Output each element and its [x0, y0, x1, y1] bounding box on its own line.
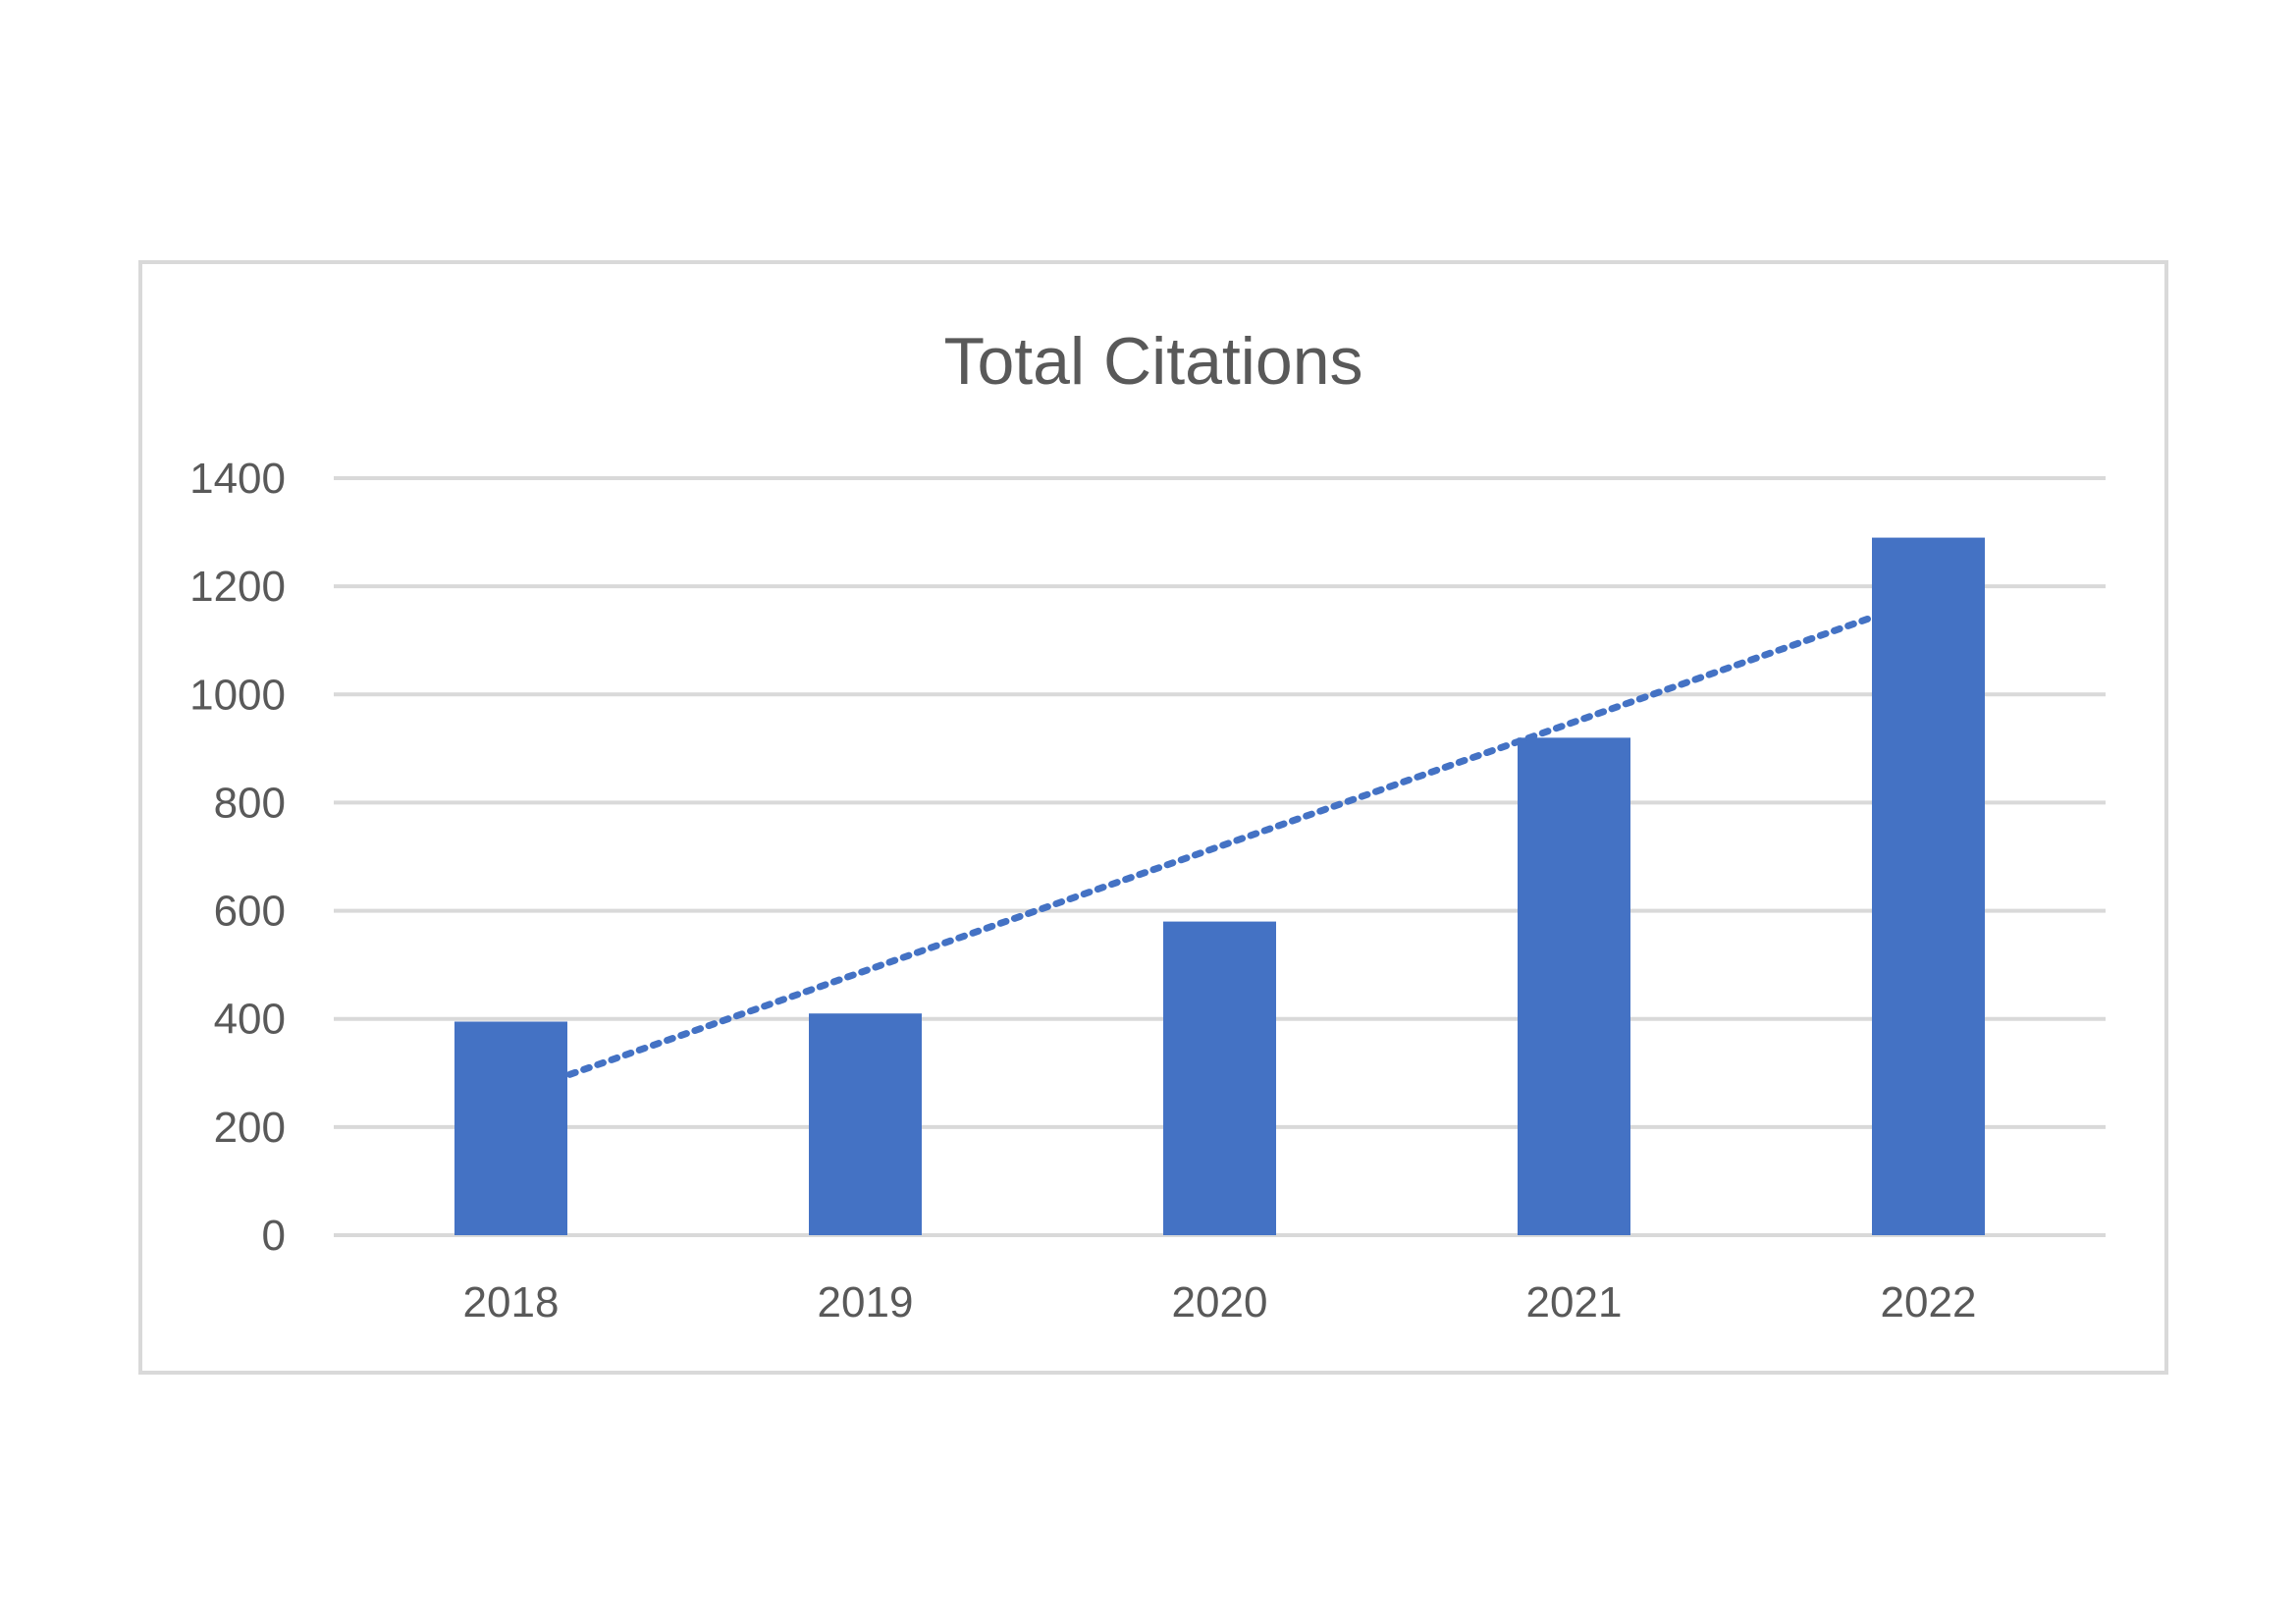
y-tick-label: 1000	[189, 671, 286, 719]
x-axis-tick-labels: 2018 2019 2020 2021 2022	[463, 1278, 1977, 1326]
x-tick-label: 2018	[463, 1278, 560, 1326]
y-tick-label: 800	[214, 779, 286, 827]
bar	[809, 1013, 922, 1235]
chart-frame	[138, 260, 2168, 1375]
bar	[1872, 537, 1985, 1235]
y-tick-label: 1400	[189, 455, 286, 503]
bar	[1518, 737, 1630, 1235]
y-tick-label: 0	[262, 1212, 286, 1260]
x-tick-label: 2021	[1526, 1278, 1623, 1326]
x-tick-label: 2020	[1172, 1278, 1268, 1326]
y-tick-label: 200	[214, 1104, 286, 1152]
y-tick-label: 600	[214, 888, 286, 936]
bar	[1163, 921, 1276, 1235]
chart-title: Total Citations	[943, 324, 1362, 399]
trendline	[566, 615, 1873, 1078]
bars	[454, 537, 1985, 1235]
y-tick-label: 400	[214, 996, 286, 1044]
y-tick-label: 1200	[189, 563, 286, 611]
trendline-layer	[566, 615, 1873, 1078]
y-axis-tick-labels: 0 200 400 600 800 1000 1200 1400	[189, 455, 286, 1260]
bar	[454, 1021, 567, 1235]
x-tick-label: 2022	[1881, 1278, 1977, 1326]
x-tick-label: 2019	[818, 1278, 914, 1326]
